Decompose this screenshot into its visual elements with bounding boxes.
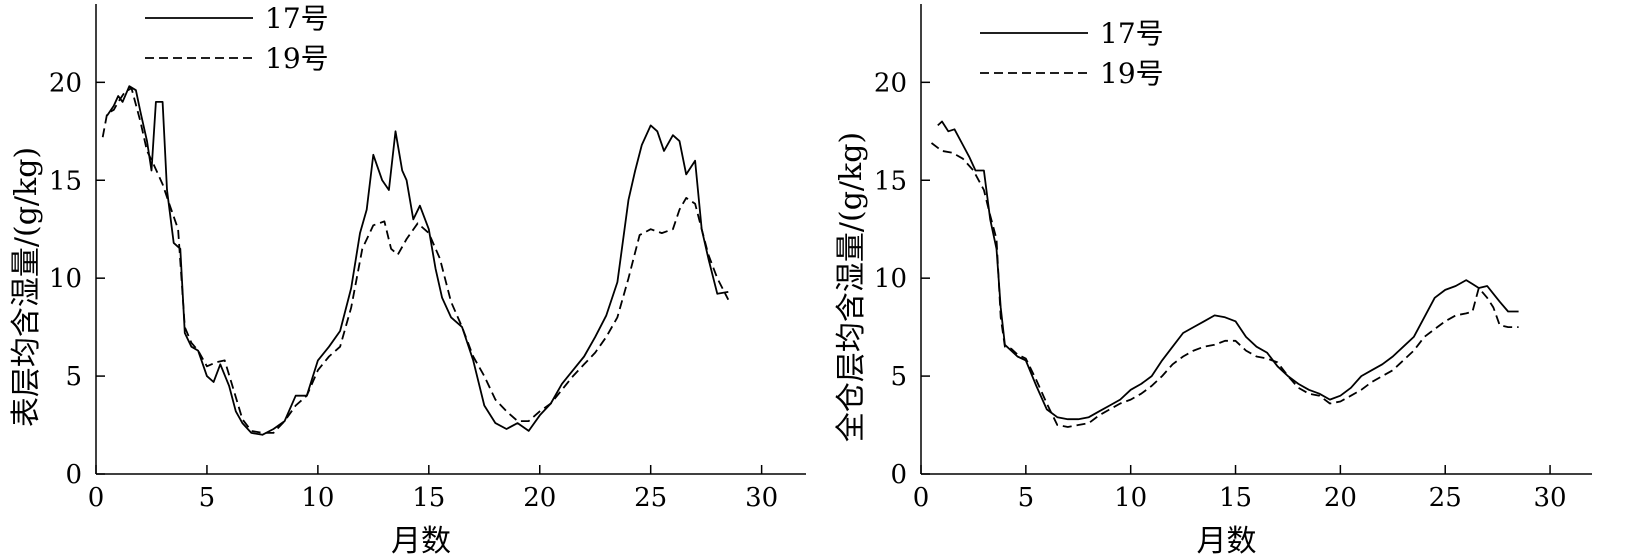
y-axis-label: 表层均含湿量/(g/kg) xyxy=(9,147,44,427)
y-axis-label: 全仓层均含湿量/(g/kg) xyxy=(834,132,869,442)
y-tick-label: 20 xyxy=(874,68,907,98)
legend-label-1: 17号 xyxy=(1100,17,1164,50)
x-tick-label: 25 xyxy=(634,483,667,513)
y-tick-label: 10 xyxy=(49,264,82,294)
x-tick-label: 30 xyxy=(1534,483,1567,513)
series-line-2 xyxy=(101,87,730,434)
y-tick-label: 5 xyxy=(65,362,82,392)
series-line-1 xyxy=(937,120,1519,421)
y-tick-label: 15 xyxy=(49,166,82,196)
x-tick-label: 5 xyxy=(1018,483,1035,513)
x-tick-label: 5 xyxy=(199,483,216,513)
x-tick-label: 15 xyxy=(412,483,445,513)
x-tick-label: 20 xyxy=(523,483,556,513)
legend-label-1: 17号 xyxy=(265,2,329,35)
y-tick-label: 10 xyxy=(874,264,907,294)
right-chart-panel: 0 5 10 15 20 25 30 0 5 10 15 20 月数 全仓层均含湿量/(g/kg) 17号 1… xyxy=(834,4,1592,559)
x-tick-label: 10 xyxy=(1114,483,1147,513)
legend-label-2: 19号 xyxy=(1100,57,1164,90)
series-line-2 xyxy=(930,142,1519,428)
y-tick-label: 5 xyxy=(890,362,907,392)
legend-label-2: 19号 xyxy=(265,42,329,75)
x-tick-label: 15 xyxy=(1219,483,1252,513)
y-tick-label: 0 xyxy=(890,460,907,490)
x-axis-label: 月数 xyxy=(1197,524,1257,559)
x-tick-label: 30 xyxy=(745,483,778,513)
x-tick-label: 0 xyxy=(913,483,930,513)
x-tick-label: 0 xyxy=(88,483,105,513)
y-tick-label: 0 xyxy=(65,460,82,490)
x-axis-label: 月数 xyxy=(391,524,451,559)
y-tick-label: 20 xyxy=(49,68,82,98)
y-tick-label: 15 xyxy=(874,166,907,196)
series-line-1 xyxy=(106,85,729,436)
left-chart-panel: 0 5 10 15 20 25 30 0 5 10 15 20 月数 表层均含湿量/(g/kg) 17号 19… xyxy=(9,2,806,559)
x-tick-label: 20 xyxy=(1324,483,1357,513)
x-tick-label: 10 xyxy=(301,483,334,513)
x-tick-label: 25 xyxy=(1429,483,1462,513)
